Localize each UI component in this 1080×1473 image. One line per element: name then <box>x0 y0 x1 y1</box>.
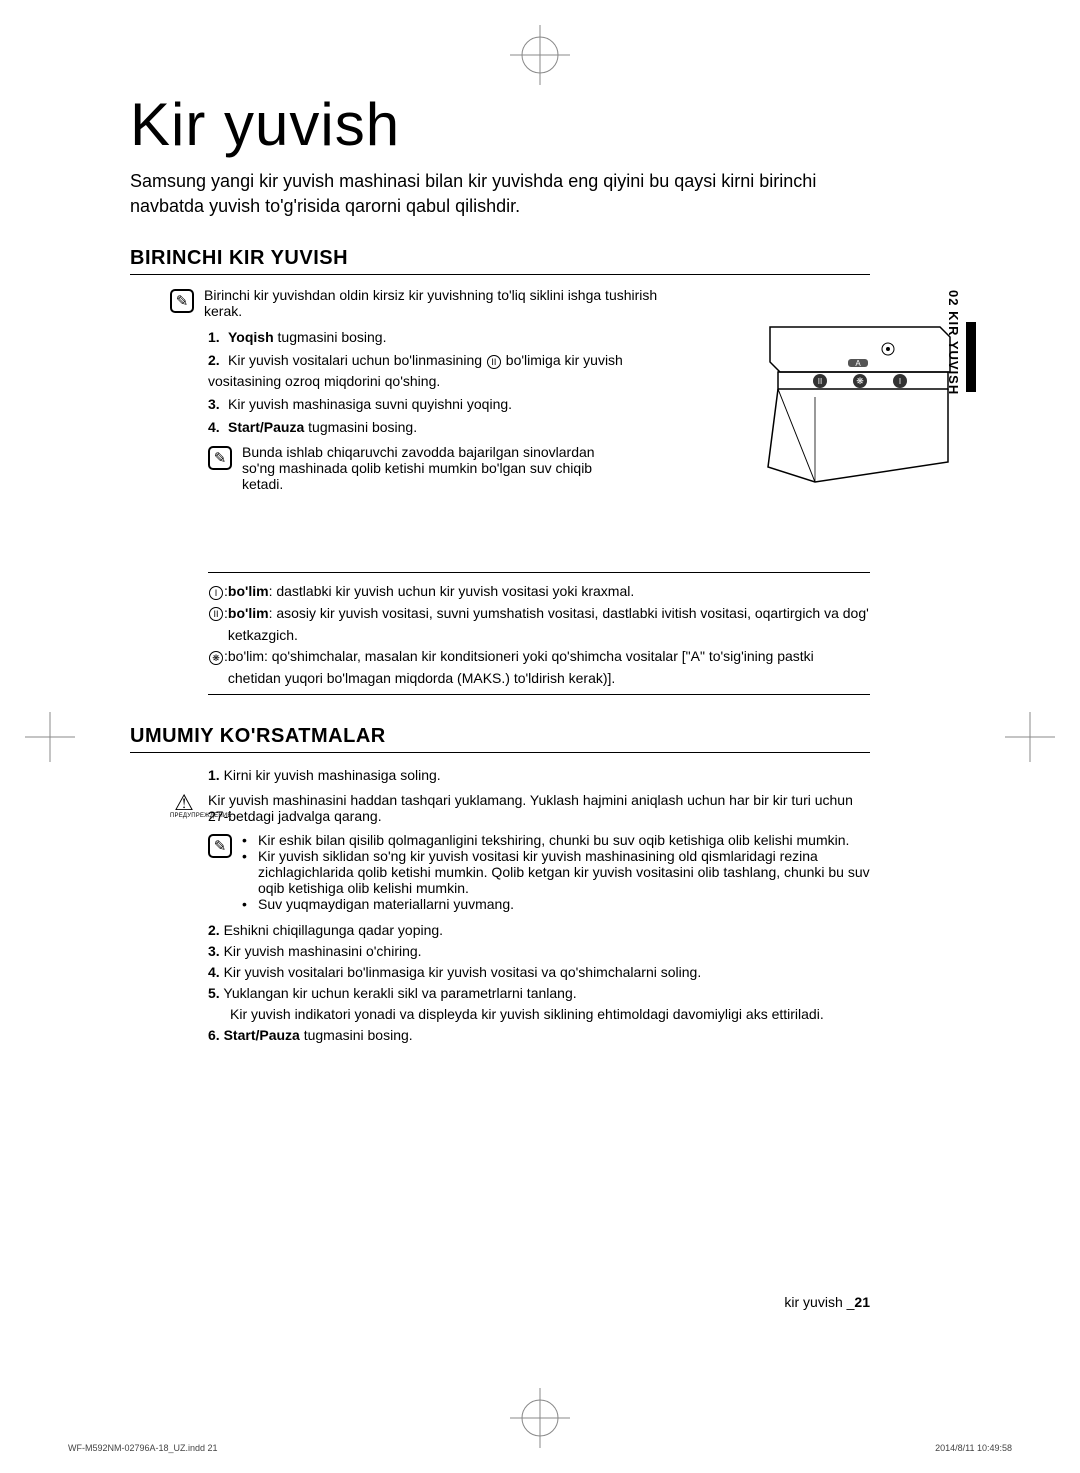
section2: UMUMIY KO'RSATMALAR 1. Kirni kir yuvish … <box>130 725 870 1046</box>
note-icon: ✎ <box>208 446 232 470</box>
bullet-1: Kir eshik bilan qisilib qolmaganligini t… <box>242 832 870 848</box>
bullet-3: Suv yuqmaydigan materiallarni yuvmang. <box>242 896 870 912</box>
note-icon: ✎ <box>170 289 194 313</box>
bullet-2: Kir yuvish siklidan so'ng kir yuvish vos… <box>242 848 870 896</box>
crop-mark-top <box>510 25 570 85</box>
note-row-1: ✎ Birinchi kir yuvishdan oldin kirsiz ki… <box>170 287 870 319</box>
section1-title: BIRINCHI KIR YUVISH <box>130 247 870 275</box>
compartment-list: I: bo'lim: dastlabki kir yuvish uchun ki… <box>208 581 870 689</box>
note-row-3: ✎ Kir eshik bilan qisilib qolmaganligini… <box>208 832 870 912</box>
page-title: Kir yuvish <box>130 90 870 159</box>
crop-mark-right <box>1005 712 1055 762</box>
section1-body: ✎ Birinchi kir yuvishdan oldin kirsiz ki… <box>130 287 870 694</box>
intro-text: Samsung yangi kir yuvish mashinasi bilan… <box>130 169 870 219</box>
step-1: 1.Yoqish tugmasini bosing. <box>208 327 638 348</box>
page-footer: kir yuvish _21 <box>784 1294 870 1310</box>
comp-3: ❋: bo'lim: qo'shimchalar, masalan kir ko… <box>208 646 870 689</box>
step-3: 3.Kir yuvish mashinasiga suvni quyishni … <box>208 394 638 415</box>
note1-text: Birinchi kir yuvishdan oldin kirsiz kir … <box>204 287 664 319</box>
svg-text:A: A <box>855 359 861 368</box>
note2-text: Bunda ishlab chiqaruvchi zavodda bajaril… <box>242 444 622 492</box>
footer-label: kir yuvish _ <box>784 1294 854 1310</box>
divider <box>208 572 870 573</box>
step2-5: 5. Yuklangan kir uchun kerakli sikl va p… <box>208 983 870 1025</box>
bullet-list: Kir eshik bilan qisilib qolmaganligini t… <box>242 832 870 912</box>
svg-text:I: I <box>899 377 901 386</box>
page-content: Kir yuvish Samsung yangi kir yuvish mash… <box>130 90 870 1380</box>
comp-1: I: bo'lim: dastlabki kir yuvish uchun ki… <box>208 581 870 603</box>
footline-right: 2014/8/11 10:49:58 <box>935 1443 1012 1453</box>
warning-icon: ⚠ ПРЕДУПРЕЖДЕНИЕ <box>170 792 198 819</box>
svg-text:❋: ❋ <box>856 376 864 386</box>
step2-4: 4. Kir yuvish vositalari bo'linmasiga ki… <box>208 962 870 983</box>
warning-row: ⚠ ПРЕДУПРЕЖДЕНИЕ Kir yuvish mashinasini … <box>170 792 870 824</box>
footline-left: WF-M592NM-02796A-18_UZ.indd 21 <box>68 1443 218 1453</box>
step2-3: 3. Kir yuvish mashinasini o'chiring. <box>208 941 870 962</box>
divider <box>208 694 870 695</box>
step2-6: 6. Start/Pauza tugmasini bosing. <box>208 1025 870 1046</box>
section2-title: UMUMIY KO'RSATMALAR <box>130 725 870 753</box>
crop-mark-bottom <box>510 1388 570 1448</box>
tab-marker <box>966 322 976 392</box>
step2-2: 2. Eshikni chiqillagunga qadar yoping. <box>208 920 870 941</box>
page-number: 21 <box>854 1294 870 1310</box>
step-2: 2.Kir yuvish vositalari uchun bo'linmasi… <box>208 350 638 392</box>
drawer-diagram: A II ❋ I <box>760 317 960 497</box>
steps-list-1: 1.Yoqish tugmasini bosing. 2.Kir yuvish … <box>208 327 638 438</box>
note-icon: ✎ <box>208 834 232 858</box>
step2-1: 1. Kirni kir yuvish mashinasiga soling. <box>208 765 870 786</box>
comp-2: II: bo'lim: asosiy kir yuvish vositasi, … <box>208 603 870 646</box>
crop-mark-left <box>25 712 75 762</box>
step-4: 4.Start/Pauza tugmasini bosing. <box>208 417 638 438</box>
warning-text: Kir yuvish mashinasini haddan tashqari y… <box>208 792 870 824</box>
svg-text:II: II <box>818 377 822 386</box>
